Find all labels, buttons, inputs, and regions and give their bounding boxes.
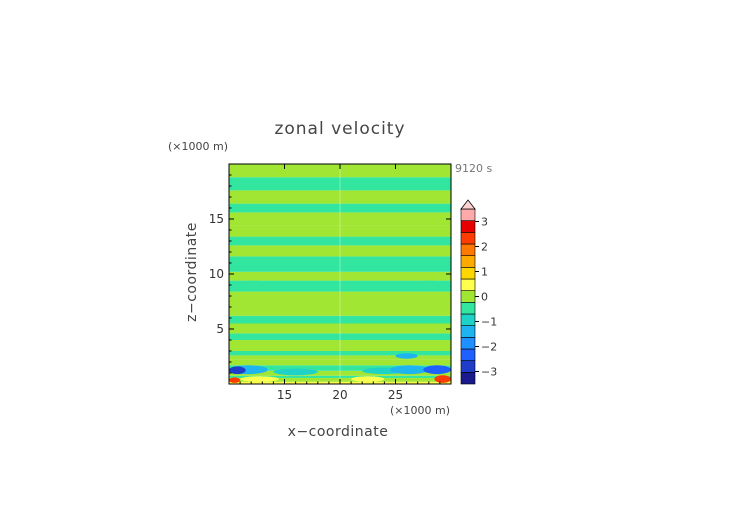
field-band: [229, 177, 451, 191]
field-band: [229, 291, 451, 307]
field-band: [229, 333, 451, 340]
field-band: [229, 225, 451, 237]
field-band: [229, 307, 451, 316]
field-patch: [234, 280, 274, 291]
colorbar-tick-label: 1: [481, 266, 488, 279]
field-band: [229, 351, 451, 356]
x-tick-label: 20: [332, 388, 347, 402]
field-band: [229, 212, 451, 226]
field-band: [229, 375, 451, 378]
chart-title: zonal velocity: [274, 119, 405, 139]
x-axis-label: x−coordinate: [288, 424, 389, 440]
field-patch: [229, 366, 246, 375]
field-patch: [240, 376, 279, 382]
field-patch: [423, 365, 451, 375]
colorbar: 3 2 1 0 −1 −2 −3: [460, 199, 497, 385]
colorbar-swatch: [460, 325, 476, 338]
colorbar-swatch: [460, 360, 476, 373]
y-axis-label: z−coordinate: [184, 222, 200, 322]
colorbar-tick-label: 0: [481, 291, 488, 304]
field-band: [229, 245, 451, 257]
colorbar-swatch: [460, 243, 476, 256]
colorbar-tick-label: −3: [481, 366, 497, 379]
colorbar-swatch: [460, 232, 476, 245]
field-band: [229, 365, 451, 371]
colorbar-swatch: [460, 313, 476, 326]
velocity-field: [229, 164, 451, 384]
colorbar-tick-label: −1: [481, 316, 497, 329]
colorbar-swatch: [460, 208, 476, 221]
colorbar-swatch: [460, 290, 476, 303]
colorbar-swatch: [460, 278, 476, 291]
field-band: [229, 315, 451, 324]
colorbar-swatch: [460, 348, 476, 361]
field-band: [229, 370, 451, 376]
field-band: [229, 236, 451, 246]
field-band: [229, 271, 451, 281]
colorbar-tick-label: −2: [481, 341, 497, 354]
colorbar-swatch: [460, 255, 476, 268]
colorbar-swatch: [460, 220, 476, 233]
y-tick-label: 10: [209, 267, 224, 281]
y-tick-label: 5: [216, 322, 224, 336]
field-patch: [273, 368, 318, 376]
colorbar-tick-label: 3: [481, 216, 488, 229]
colorbar-tick-label: 2: [481, 241, 488, 254]
field-patch: [434, 375, 451, 383]
field-patch: [406, 280, 451, 291]
x-tick-label: 25: [388, 388, 403, 402]
y-tick-label: 15: [209, 212, 224, 226]
field-patch: [395, 353, 418, 359]
time-label: 9120 s: [455, 162, 492, 175]
x-tick-label: 15: [277, 388, 292, 402]
y-axis: 5 10 15: [209, 174, 451, 374]
colorbar-swatch: [460, 302, 476, 315]
field-band: [229, 355, 451, 360]
field-band: [229, 190, 451, 204]
field-band: [229, 340, 451, 351]
field-patch: [389, 365, 429, 375]
colorbar-swatch: [460, 337, 476, 350]
field-band: [229, 323, 451, 334]
colorbar-extend-arrow: [460, 199, 476, 210]
field-band: [229, 203, 451, 213]
field-patch: [351, 376, 385, 382]
y-axis-unit: (×1000 m): [168, 140, 228, 153]
field-band: [229, 359, 451, 366]
field-band: [229, 280, 451, 292]
x-axis: 15 20 25: [239, 164, 441, 402]
field-patch: [229, 377, 241, 383]
colorbar-swatch: [460, 372, 476, 385]
field-band: [229, 256, 451, 272]
x-axis-unit: (×1000 m): [390, 404, 450, 417]
colorbar-swatch: [460, 267, 476, 280]
